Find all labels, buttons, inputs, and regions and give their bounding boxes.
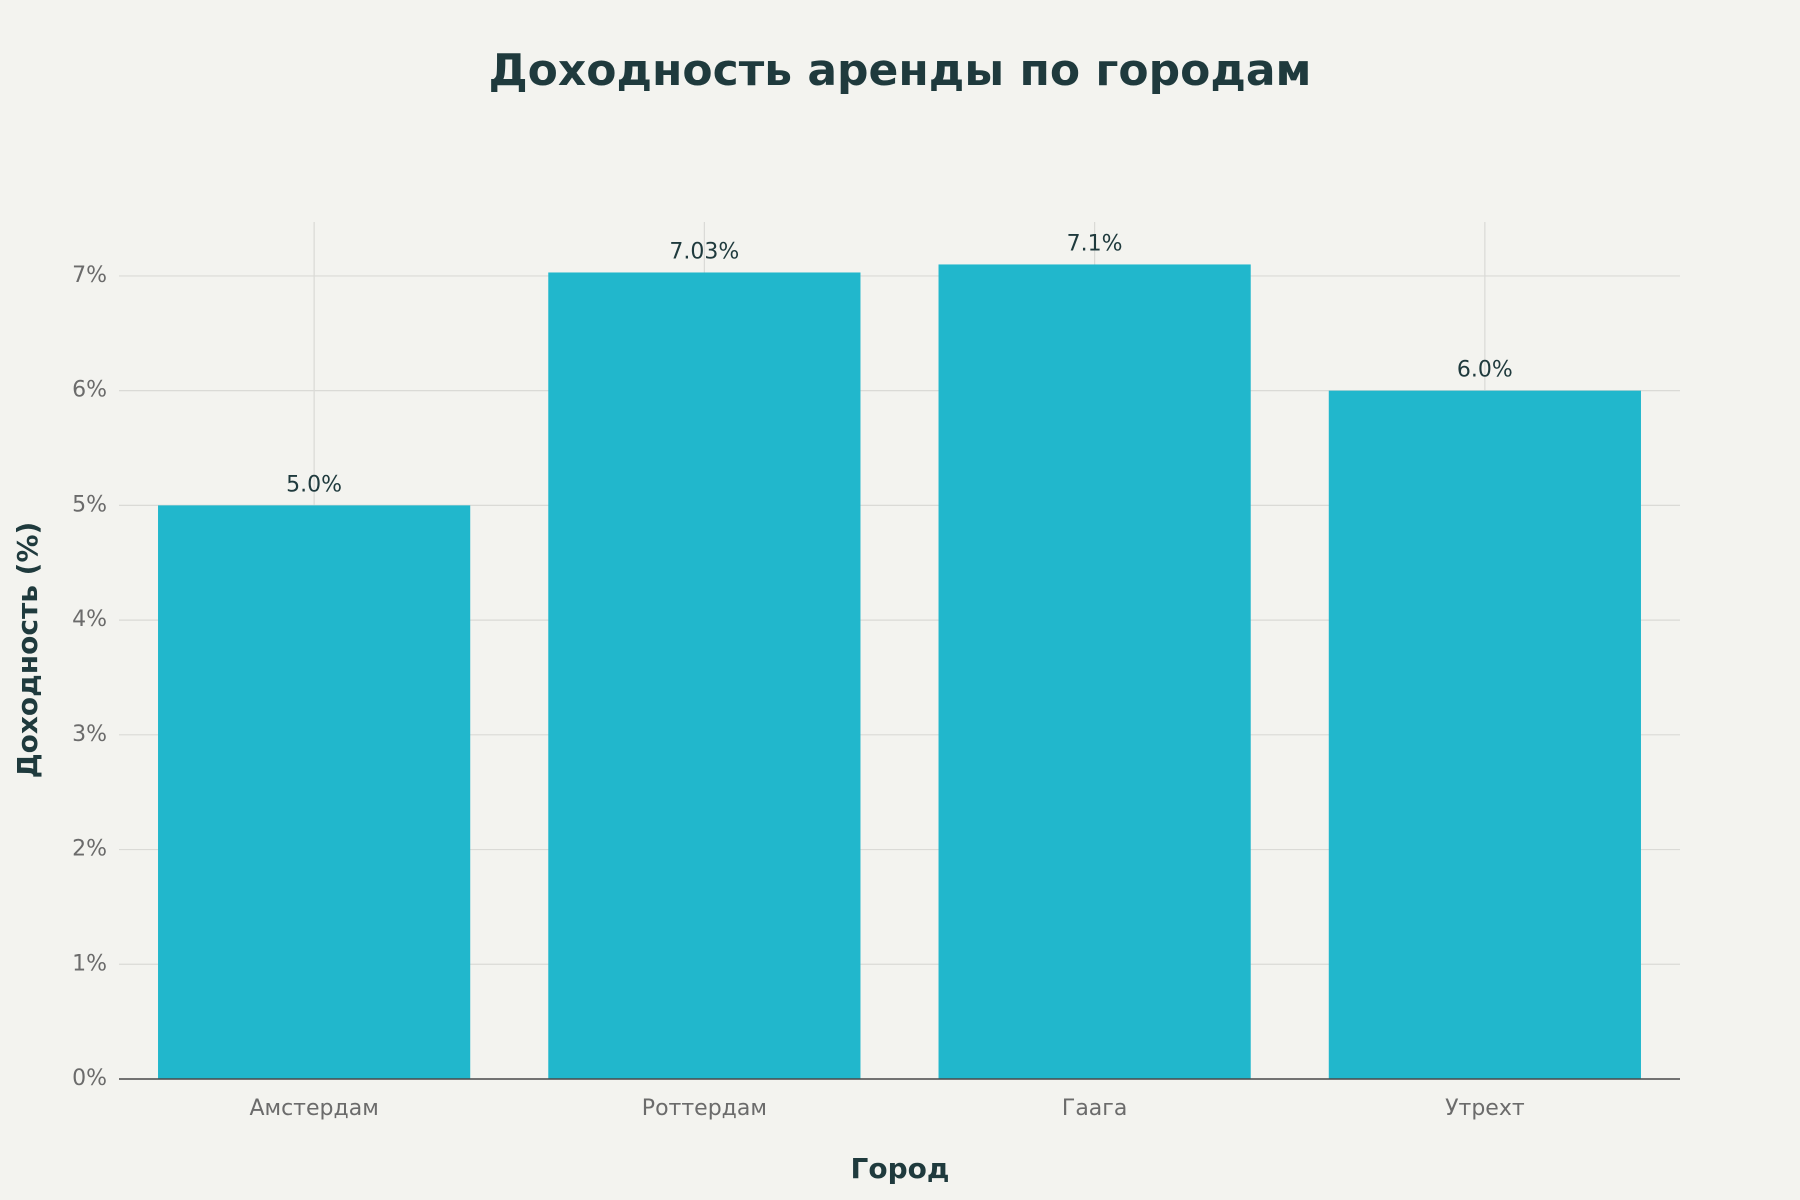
y-tick-label: 6% — [72, 378, 107, 403]
x-axis-title: Город — [851, 1152, 950, 1185]
y-tick-label: 0% — [72, 1066, 107, 1091]
bar — [1328, 390, 1641, 1079]
y-tick-label: 4% — [72, 607, 107, 632]
x-tick-label: Гаага — [1062, 1096, 1127, 1121]
x-tick-label: Роттердам — [642, 1096, 767, 1121]
x-tick-label: Утрехт — [1445, 1096, 1525, 1121]
bar — [548, 272, 861, 1079]
x-tick-label: Амстердам — [249, 1096, 378, 1121]
y-tick-label: 1% — [72, 951, 107, 976]
value-label: 5.0% — [286, 472, 342, 497]
y-tick-label: 2% — [72, 837, 107, 862]
y-tick-label: 7% — [72, 263, 107, 288]
bar — [938, 264, 1251, 1079]
y-tick-label: 3% — [72, 722, 107, 747]
value-label: 7.1% — [1067, 231, 1123, 256]
value-label: 7.03% — [669, 239, 739, 264]
chart-title: Доходность аренды по городам — [488, 45, 1311, 96]
bar — [158, 505, 471, 1079]
y-tick-label: 5% — [72, 492, 107, 517]
y-axis-title: Доходность (%) — [11, 522, 44, 779]
value-label: 6.0% — [1457, 358, 1513, 383]
